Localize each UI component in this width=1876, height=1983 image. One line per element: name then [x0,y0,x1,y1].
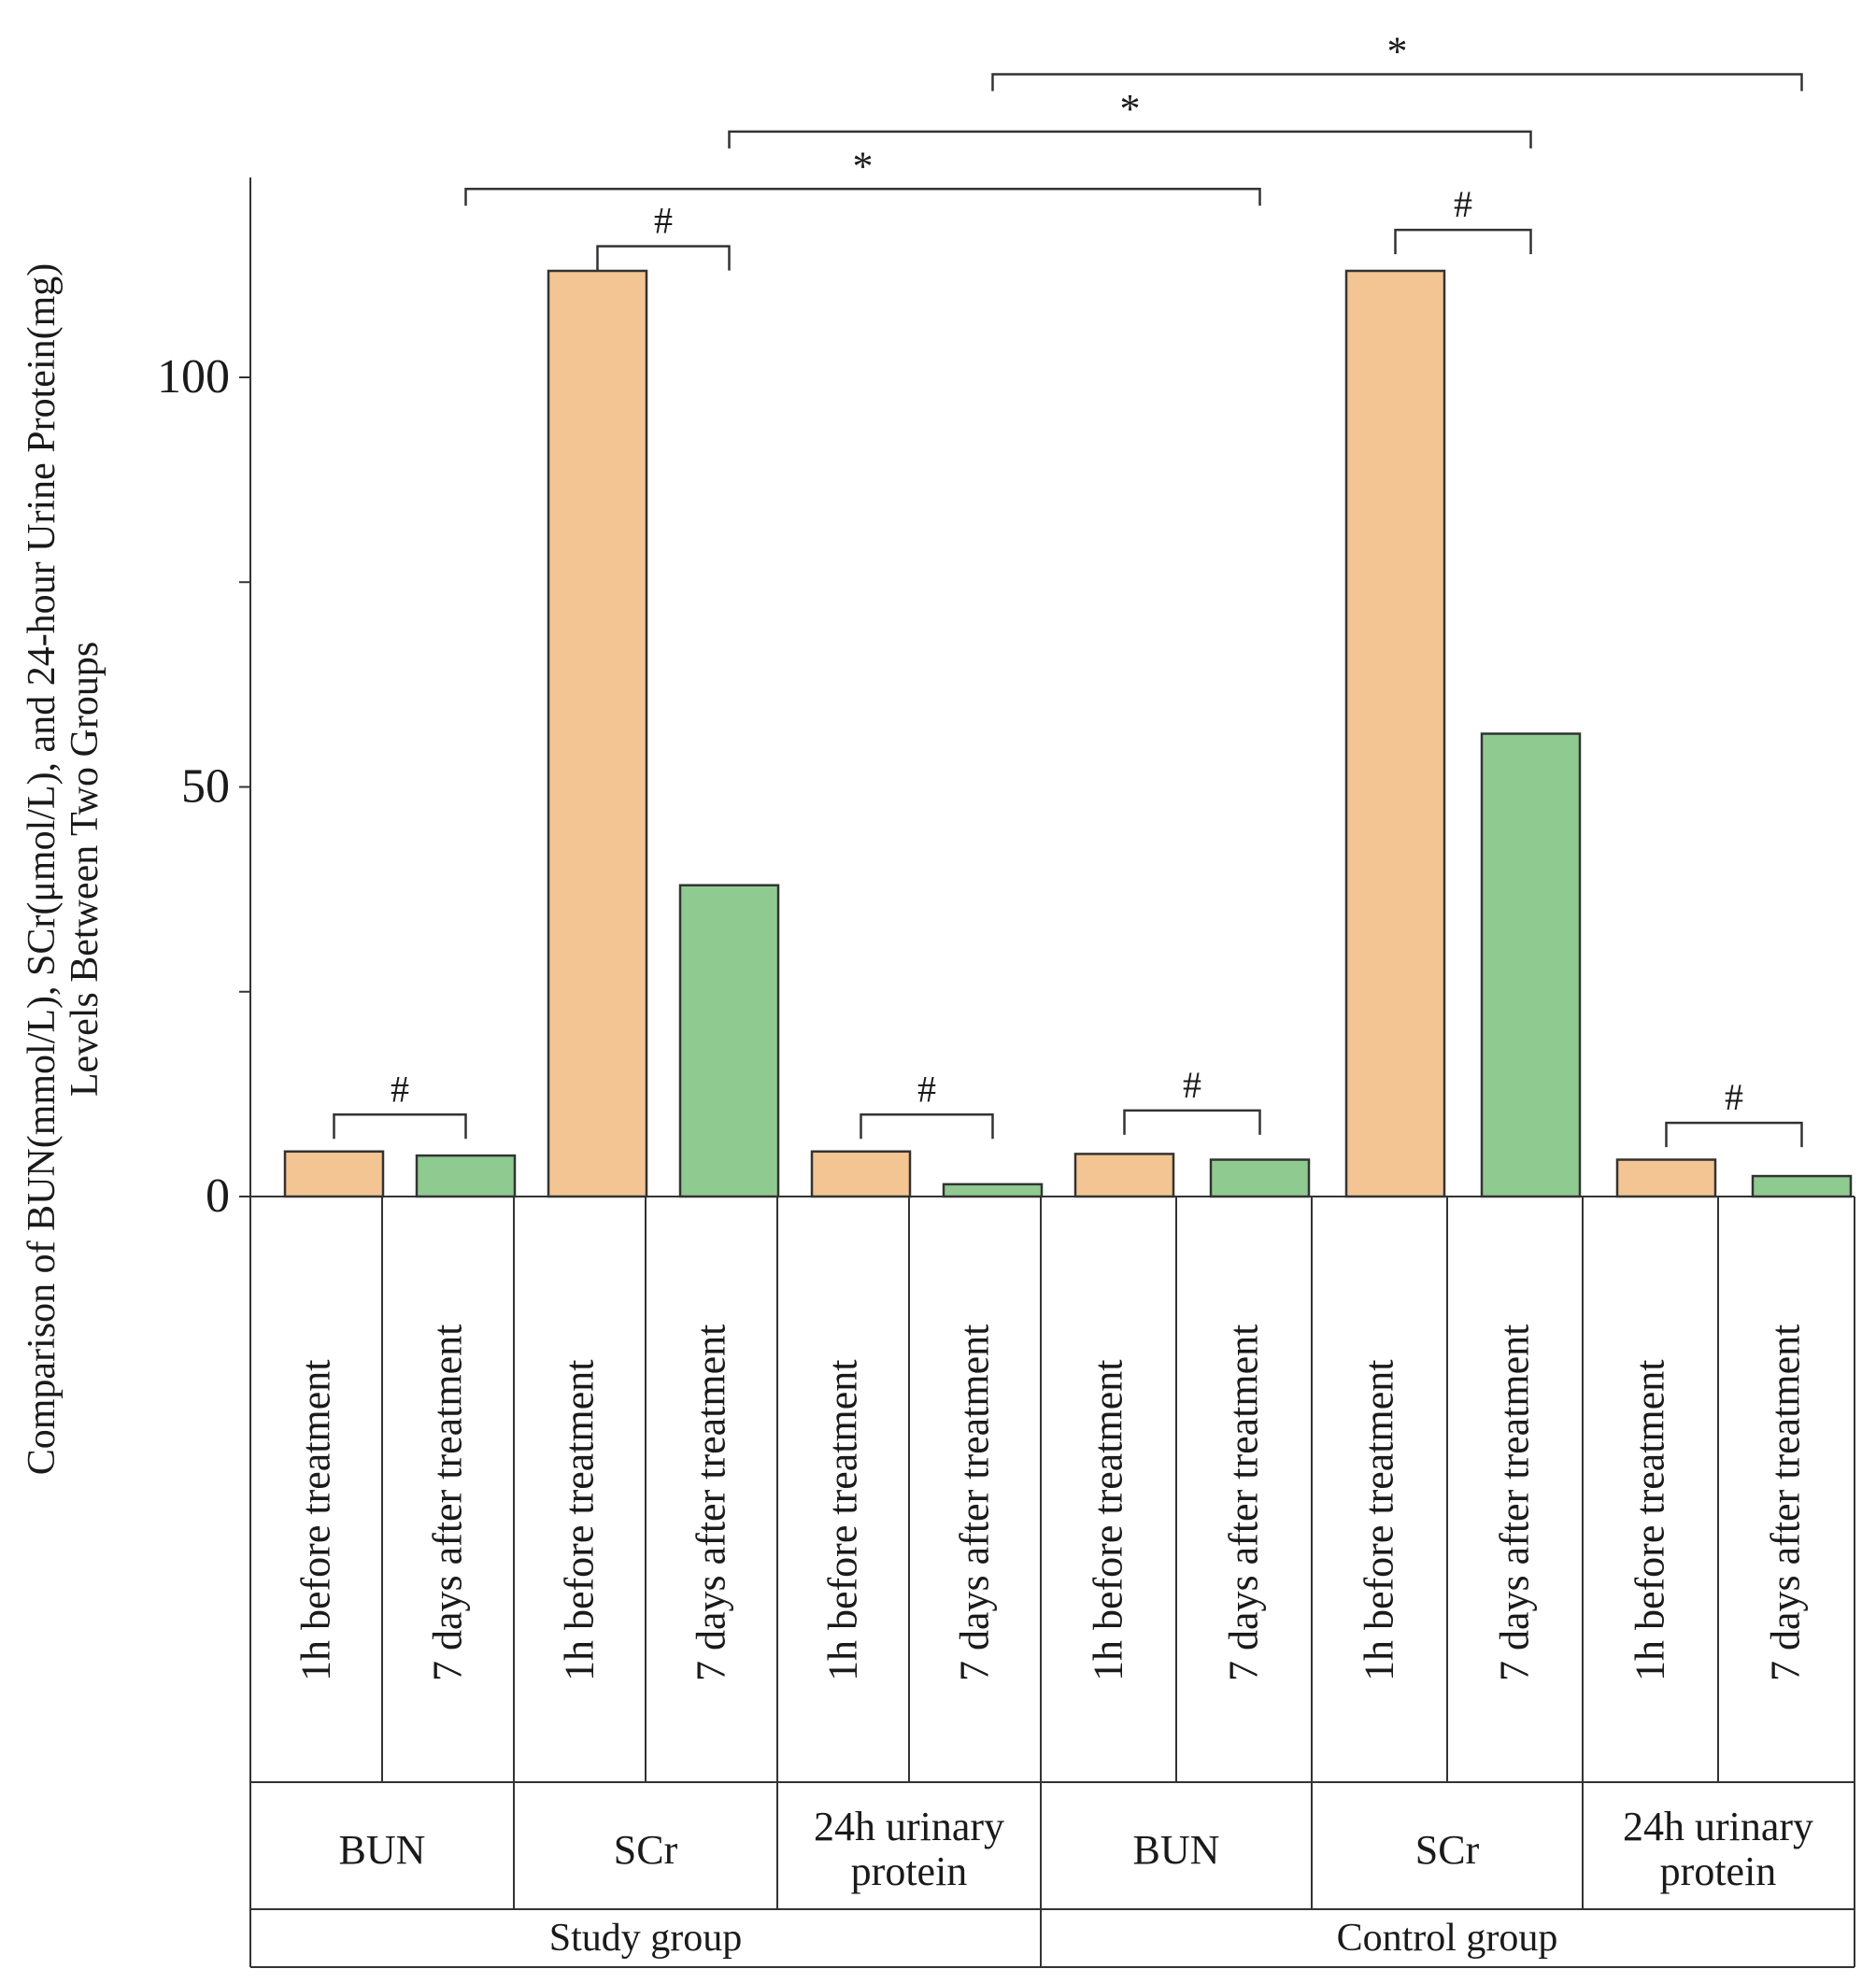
significance-hash: # [1454,183,1472,225]
between-group-bracket [728,130,1532,149]
bar-after [678,884,780,1198]
bar-category-label: 7 days after treatment [425,1324,471,1681]
bar-category-label: 1h before treatment [1627,1359,1673,1681]
bar-before [1615,1158,1717,1198]
y-tick-label: 50 [181,760,230,814]
significance-hash: # [917,1068,936,1110]
metric-label: SCr [1415,1827,1480,1873]
bar-category-label: 7 days after treatment [1492,1324,1538,1681]
significance-hash: # [1725,1076,1743,1118]
bar-after [415,1154,517,1198]
group-label: Control group [1337,1917,1558,1960]
within-group-bracket [1394,228,1532,255]
bar-category-label: 1h before treatment [820,1359,866,1681]
bar-after [1209,1158,1311,1198]
bar-before [547,269,648,1198]
significance-annotations: # # # # # # * * * [333,29,1803,1148]
within-group-bracket [1665,1121,1803,1148]
metric-label: BUN [339,1827,426,1873]
between-group-bracket [991,73,1803,92]
metric-label: 24h urinary protein [1623,1804,1813,1894]
significance-star: * [1387,29,1408,75]
bar-before [1344,269,1446,1198]
between-group-bracket [464,188,1261,206]
metric-label: 24h urinary protein [814,1804,1004,1894]
metric-label: BUN [1133,1827,1220,1873]
bar-after [1480,732,1582,1198]
bar-before [283,1150,385,1198]
y-axis-label-line: Comparison of BUN(mmol/L), SCr(μmol/L), … [21,263,64,1476]
y-axis-label: Comparison of BUN(mmol/L), SCr(μmol/L), … [21,263,107,1476]
bar-before [810,1150,912,1198]
category-table: 1h before treatment 7 days after treatmen… [249,1197,1855,1968]
metric-label: SCr [614,1827,678,1873]
bars [283,269,1853,1198]
within-group-bracket [333,1113,467,1140]
bar-after [942,1183,1044,1198]
significance-hash: # [1183,1064,1201,1106]
group-label: Study group [549,1917,743,1960]
bar-category-label: 1h before treatment [557,1359,603,1681]
y-tick-label: 0 [206,1169,230,1223]
significance-star: * [853,143,874,189]
bar-after [1751,1174,1853,1198]
bar-category-label: 7 days after treatment [952,1324,998,1681]
bar-category-label: 7 days after treatment [1763,1324,1809,1681]
significance-star: * [1120,86,1141,132]
within-group-bracket [860,1113,994,1140]
bar-before [1073,1153,1175,1198]
significance-hash: # [391,1068,409,1110]
bar-category-label: 1h before treatment [1357,1359,1402,1681]
significance-hash: # [654,200,673,242]
y-axis-label-line: Levels Between Two Groups [64,642,107,1097]
within-group-bracket [1123,1109,1261,1135]
y-axis: 0 50 100 [157,177,1855,1223]
bar-category-label: 7 days after treatment [689,1324,734,1681]
bar-category-label: 7 days after treatment [1221,1324,1267,1681]
within-group-bracket [596,245,731,271]
y-tick-label: 100 [157,350,230,404]
bar-category-label: 1h before treatment [293,1359,339,1681]
bar-category-label: 1h before treatment [1086,1359,1131,1681]
